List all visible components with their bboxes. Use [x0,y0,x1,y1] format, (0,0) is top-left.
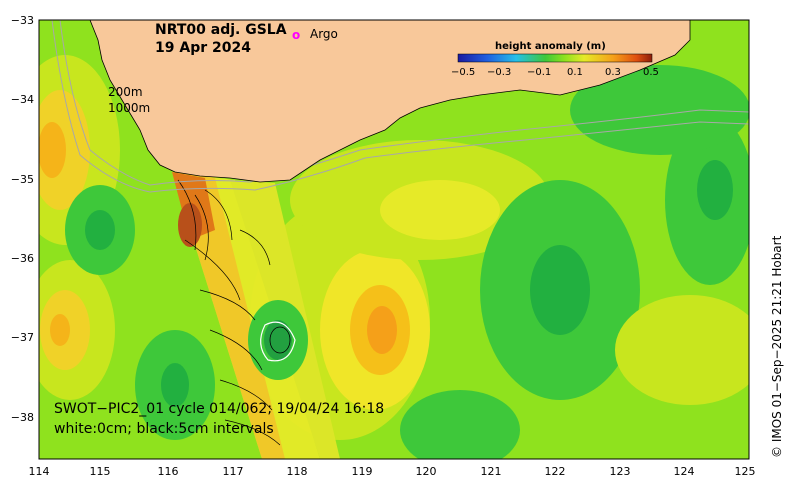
x-tick-label: 119 [352,465,373,478]
isobath-1000m-label: 1000m [108,101,150,115]
colorbar-bar [457,53,653,63]
argo-label: Argo [310,27,338,41]
swath-info-line1: SWOT−PIC2_01 cycle 014/062; 19/04/24 16:… [54,401,384,417]
map-area [39,20,749,459]
x-tick-label: 115 [90,465,111,478]
anomaly-field [39,55,749,459]
argo-marker-icon: o [292,28,300,42]
x-tick-label: 125 [735,465,756,478]
y-axis: −33 −34 −35 −36 −37 −38 [11,14,34,424]
y-tick-label: −38 [11,411,34,424]
title-product: NRT00 adj. GSLA [155,22,287,38]
colorbar-tick: 0.1 [567,67,583,78]
y-tick-label: −35 [11,173,34,186]
colorbar-tick: −0.3 [487,67,511,78]
credit-text: © IMOS 01−Sep−2025 21:21 Hobart [770,235,784,458]
y-tick-label: −33 [11,14,34,27]
swath-info-line2: white:0cm; black:5cm intervals [54,421,274,437]
map-frame [38,19,750,460]
colorbar-tick: 0.5 [643,67,659,78]
x-tick-label: 121 [481,465,502,478]
colorbar-tick: 0.3 [605,67,621,78]
y-tick-label: −37 [11,331,34,344]
colorbar: height anomaly (m) −0.5 −0.3 −0.1 0.1 0.… [451,41,659,78]
x-tick-label: 122 [545,465,566,478]
x-tick-label: 124 [674,465,695,478]
colorbar-tick: −0.5 [451,67,475,78]
title-date: 19 Apr 2024 [155,40,251,56]
isobath-200m-label: 200m [108,85,143,99]
y-tick-label: −34 [11,93,34,106]
x-tick-label: 116 [158,465,179,478]
x-tick-label: 117 [223,465,244,478]
x-tick-label: 120 [416,465,437,478]
x-tick-label: 114 [29,465,50,478]
y-tick-label: −36 [11,252,34,265]
x-axis: 114 115 116 117 118 119 120 121 122 123 … [29,465,756,478]
x-tick-label: 123 [610,465,631,478]
colorbar-tick: −0.1 [527,67,551,78]
swot-swath [172,172,340,459]
colorbar-title: height anomaly (m) [495,41,606,52]
x-tick-label: 118 [287,465,308,478]
